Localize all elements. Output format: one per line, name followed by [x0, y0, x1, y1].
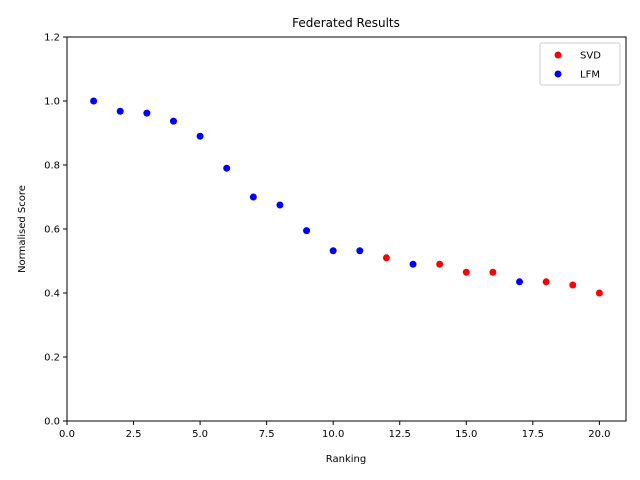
x-tick-label: 0.0 — [59, 429, 75, 440]
data-point-lfm — [223, 164, 231, 172]
data-point-svd — [382, 254, 390, 262]
series-lfm — [90, 97, 524, 286]
y-tick-label: 0.2 — [44, 353, 60, 364]
data-point-lfm — [196, 132, 204, 140]
y-tick-label: 0.0 — [44, 417, 60, 428]
legend-marker-lfm — [554, 70, 562, 78]
x-tick-label: 5.0 — [192, 429, 208, 440]
data-point-svd — [569, 281, 577, 289]
data-point-svd — [542, 278, 550, 286]
x-tick-label: 17.5 — [522, 429, 544, 440]
x-tick-label: 20.0 — [588, 429, 610, 440]
y-tick-label: 0.8 — [44, 161, 60, 172]
data-point-svd — [595, 289, 603, 297]
legend: SVD LFM — [539, 42, 621, 86]
x-tick-label: 7.5 — [259, 429, 275, 440]
data-point-lfm — [116, 107, 124, 115]
chart-title: Federated Results — [292, 16, 400, 30]
x-axis-label: Ranking — [326, 454, 366, 465]
data-point-svd — [489, 268, 497, 276]
x-tick-label: 2.5 — [126, 429, 142, 440]
data-point-svd — [462, 268, 470, 276]
y-tick-label: 0.6 — [44, 225, 60, 236]
data-point-lfm — [249, 193, 257, 201]
data-point-lfm — [516, 278, 524, 286]
y-axis-label: Normalised Score — [17, 185, 28, 273]
legend-label-svd: SVD — [580, 51, 601, 62]
legend-label-lfm: LFM — [580, 70, 600, 81]
data-point-lfm — [329, 247, 337, 255]
series-svd — [382, 254, 603, 297]
data-point-svd — [436, 260, 444, 268]
x-tick-label: 12.5 — [389, 429, 411, 440]
data-point-lfm — [356, 247, 364, 255]
y-tick-label: 0.4 — [44, 289, 60, 300]
y-tick-label: 1.2 — [44, 33, 60, 44]
data-point-lfm — [169, 117, 177, 125]
y-tick-label: 1.0 — [44, 97, 60, 108]
data-point-lfm — [90, 97, 98, 105]
data-point-lfm — [143, 109, 151, 117]
data-point-lfm — [276, 201, 284, 209]
data-point-lfm — [409, 260, 417, 268]
data-point-lfm — [303, 227, 311, 235]
legend-marker-svd — [554, 51, 562, 59]
x-tick-label: 15.0 — [455, 429, 477, 440]
x-tick-label: 10.0 — [322, 429, 344, 440]
